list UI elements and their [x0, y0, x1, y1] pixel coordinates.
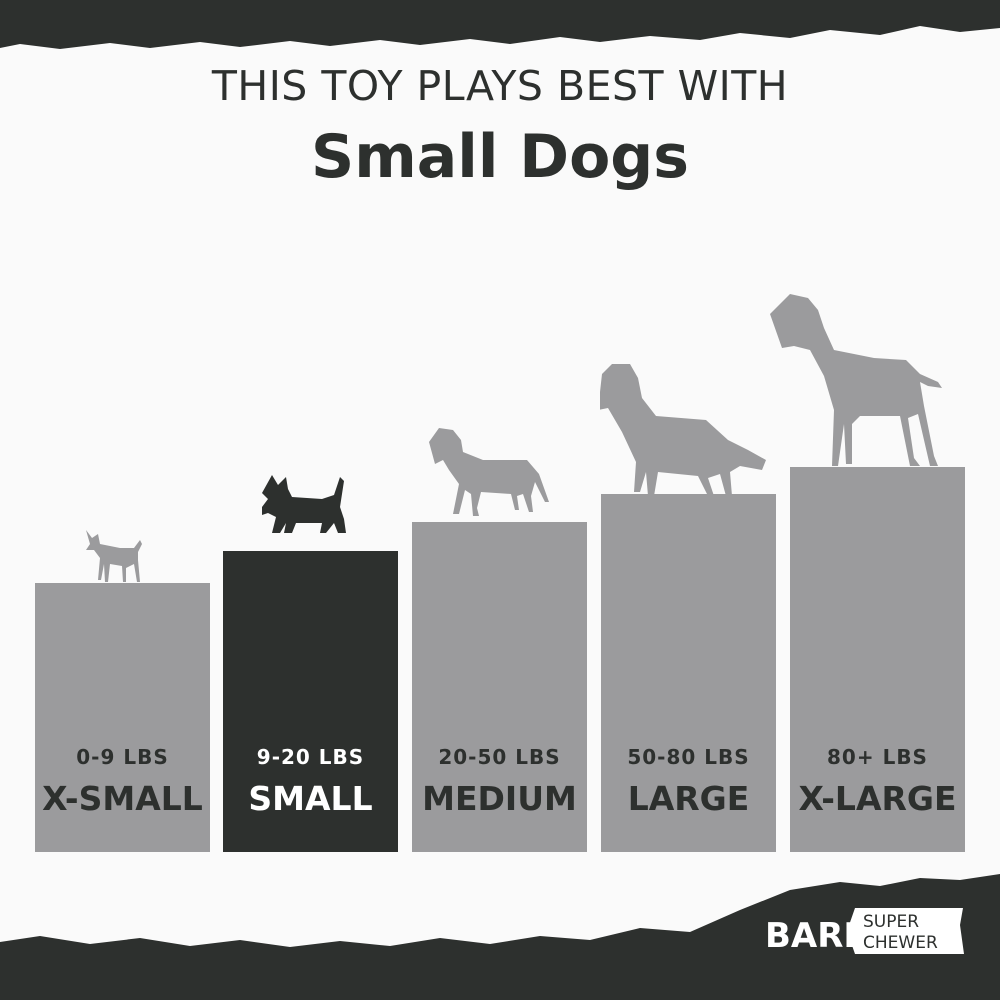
size-label: MEDIUM — [422, 779, 577, 818]
torn-paper-bottom — [0, 874, 1000, 1000]
bark-super-chewer-logo: BARK SUPER CHEWER — [765, 908, 964, 956]
size-bar-small: 9-20 LBS SMALL — [223, 551, 398, 852]
scottish-terrier-silhouette-icon — [262, 475, 346, 533]
weight-label: 0-9 LBS — [76, 745, 169, 769]
weight-label: 50-80 LBS — [627, 745, 750, 769]
chihuahua-silhouette-icon — [86, 530, 142, 582]
size-bar-x-large: 80+ LBS X-LARGE — [790, 467, 965, 852]
weight-label: 80+ LBS — [827, 745, 928, 769]
size-bar-large: 50-80 LBS LARGE — [601, 494, 776, 852]
headline-line1: THIS TOY PLAYS BEST WITH — [211, 62, 789, 110]
size-label: SMALL — [248, 779, 373, 818]
logo-chewer-text: CHEWER — [863, 933, 938, 953]
size-bar-medium: 20-50 LBS MEDIUM — [412, 522, 587, 852]
size-bar-x-small: 0-9 LBS X-SMALL — [35, 583, 210, 852]
labrador-silhouette-icon — [429, 428, 549, 516]
size-label: X-SMALL — [42, 779, 203, 818]
torn-paper-top — [0, 0, 1000, 49]
great-dane-silhouette-icon — [770, 294, 942, 466]
logo-super-text: SUPER — [863, 912, 919, 932]
size-label: X-LARGE — [798, 779, 957, 818]
headline-line2: Small Dogs — [311, 122, 689, 192]
weight-label: 9-20 LBS — [256, 745, 365, 769]
weight-label: 20-50 LBS — [438, 745, 561, 769]
size-label: LARGE — [627, 779, 750, 818]
golden-retriever-silhouette-icon — [600, 364, 766, 496]
